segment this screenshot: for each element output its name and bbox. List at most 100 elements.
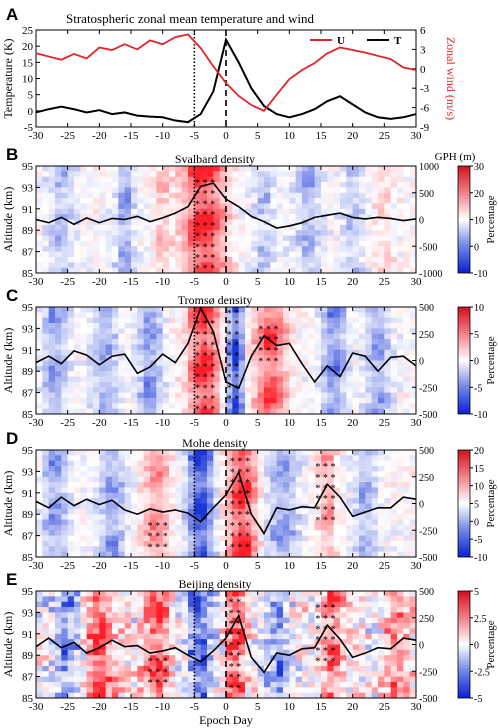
heatmap-cell — [156, 492, 164, 499]
heatmap-cell — [238, 198, 246, 204]
heatmap-cell — [270, 671, 278, 677]
heatmap-cell — [99, 519, 107, 526]
heatmap-cell — [67, 235, 75, 242]
heatmap-cell — [150, 307, 157, 313]
heatmap-cell — [314, 256, 322, 263]
heatmap-cell — [169, 692, 176, 699]
heatmap-cell — [118, 339, 126, 345]
heatmap-cell — [352, 408, 360, 415]
heatmap-cell — [93, 198, 100, 204]
heatmap-cell — [181, 660, 189, 667]
heatmap-cell — [213, 246, 221, 252]
heatmap-cell — [181, 267, 189, 274]
heatmap-cell — [276, 344, 284, 351]
heatmap-cell — [36, 591, 43, 597]
heatmap-cell — [283, 246, 290, 252]
heatmap-cell — [245, 460, 252, 467]
heatmap-cell — [359, 551, 366, 558]
heatmap-cell — [188, 649, 195, 656]
heatmap-cell — [55, 519, 62, 526]
heatmap-cell — [188, 681, 195, 688]
heatmap-cell — [150, 655, 157, 661]
heatmap-cell — [346, 192, 354, 199]
heatmap-cell — [188, 267, 195, 274]
heatmap-cell — [74, 344, 81, 351]
heatmap-cell — [264, 633, 271, 640]
heatmap-cell — [327, 339, 335, 345]
heatmap-cell — [371, 349, 379, 356]
heatmap-cell — [365, 466, 373, 472]
heatmap-cell — [105, 214, 113, 220]
heatmap-cell — [207, 246, 214, 252]
heatmap-cell — [308, 408, 316, 415]
heatmap-cell — [194, 639, 202, 645]
heatmap-cell — [409, 535, 417, 542]
heatmap-cell — [321, 692, 328, 699]
heatmap-cell — [55, 546, 62, 553]
panel-c-significance-mark: * — [203, 351, 208, 362]
heatmap-cell — [150, 508, 157, 515]
heatmap-cell — [67, 267, 75, 274]
heatmap-cell — [150, 323, 157, 329]
heatmap-cell — [74, 182, 81, 188]
heatmap-cell — [181, 256, 189, 263]
heatmap-cell — [118, 524, 126, 531]
heatmap-cell — [321, 317, 328, 324]
panel-b-significance-mark: * — [210, 221, 215, 232]
heatmap-cell — [36, 360, 43, 367]
heatmap-cell — [264, 639, 271, 645]
heatmap-cell — [346, 235, 354, 242]
heatmap-cell — [283, 262, 290, 269]
heatmap-cell — [276, 198, 284, 204]
panel-a-y2-tick-label: 0 — [420, 64, 426, 76]
heatmap-cell — [346, 450, 354, 456]
heatmap-cell — [295, 224, 303, 231]
heatmap-cell — [86, 596, 94, 603]
panel-b-y-tick-label: 95 — [22, 161, 34, 173]
heatmap-cell — [156, 224, 164, 231]
heatmap-cell — [352, 307, 360, 313]
heatmap-cell — [156, 681, 164, 688]
heatmap-cell — [276, 166, 284, 172]
heatmap-cell — [346, 344, 354, 351]
heatmap-cell — [194, 214, 202, 220]
heatmap-cell — [251, 381, 259, 388]
heatmap-cell — [384, 198, 392, 204]
heatmap-cell — [156, 503, 164, 510]
heatmap-cell — [302, 655, 309, 661]
heatmap-cell — [118, 403, 126, 410]
heatmap-cell — [264, 455, 271, 462]
panel-a-x-tick-label: -20 — [92, 130, 107, 142]
heatmap-cell — [270, 339, 278, 345]
heatmap-cell — [270, 176, 278, 183]
heatmap-cell — [232, 187, 240, 194]
panel-d-significance-mark: * — [315, 494, 320, 505]
heatmap-cell — [409, 192, 417, 199]
heatmap-cell — [86, 339, 94, 345]
heatmap-cell — [409, 307, 417, 313]
heatmap-cell — [365, 551, 373, 558]
heatmap-cell — [156, 623, 164, 629]
heatmap-cell — [403, 408, 411, 415]
heatmap-cell — [308, 307, 316, 313]
heatmap-cell — [213, 176, 221, 183]
heatmap-cell — [156, 208, 164, 215]
heatmap-cell — [74, 460, 81, 467]
heatmap-cell — [181, 171, 189, 178]
heatmap-cell — [251, 365, 259, 372]
heatmap-cell — [302, 498, 309, 504]
heatmap-cell — [302, 644, 309, 651]
heatmap-cell — [80, 182, 88, 188]
heatmap-cell — [188, 219, 195, 226]
heatmap-cell — [251, 339, 259, 345]
heatmap-cell — [99, 476, 107, 483]
heatmap-cell — [188, 312, 195, 319]
heatmap-cell — [327, 530, 335, 536]
heatmap-cell — [295, 246, 303, 252]
heatmap-cell — [308, 681, 316, 688]
heatmap-cell — [251, 403, 259, 410]
heatmap-cell — [143, 240, 151, 247]
heatmap-cell — [245, 214, 252, 220]
heatmap-cell — [378, 450, 385, 456]
